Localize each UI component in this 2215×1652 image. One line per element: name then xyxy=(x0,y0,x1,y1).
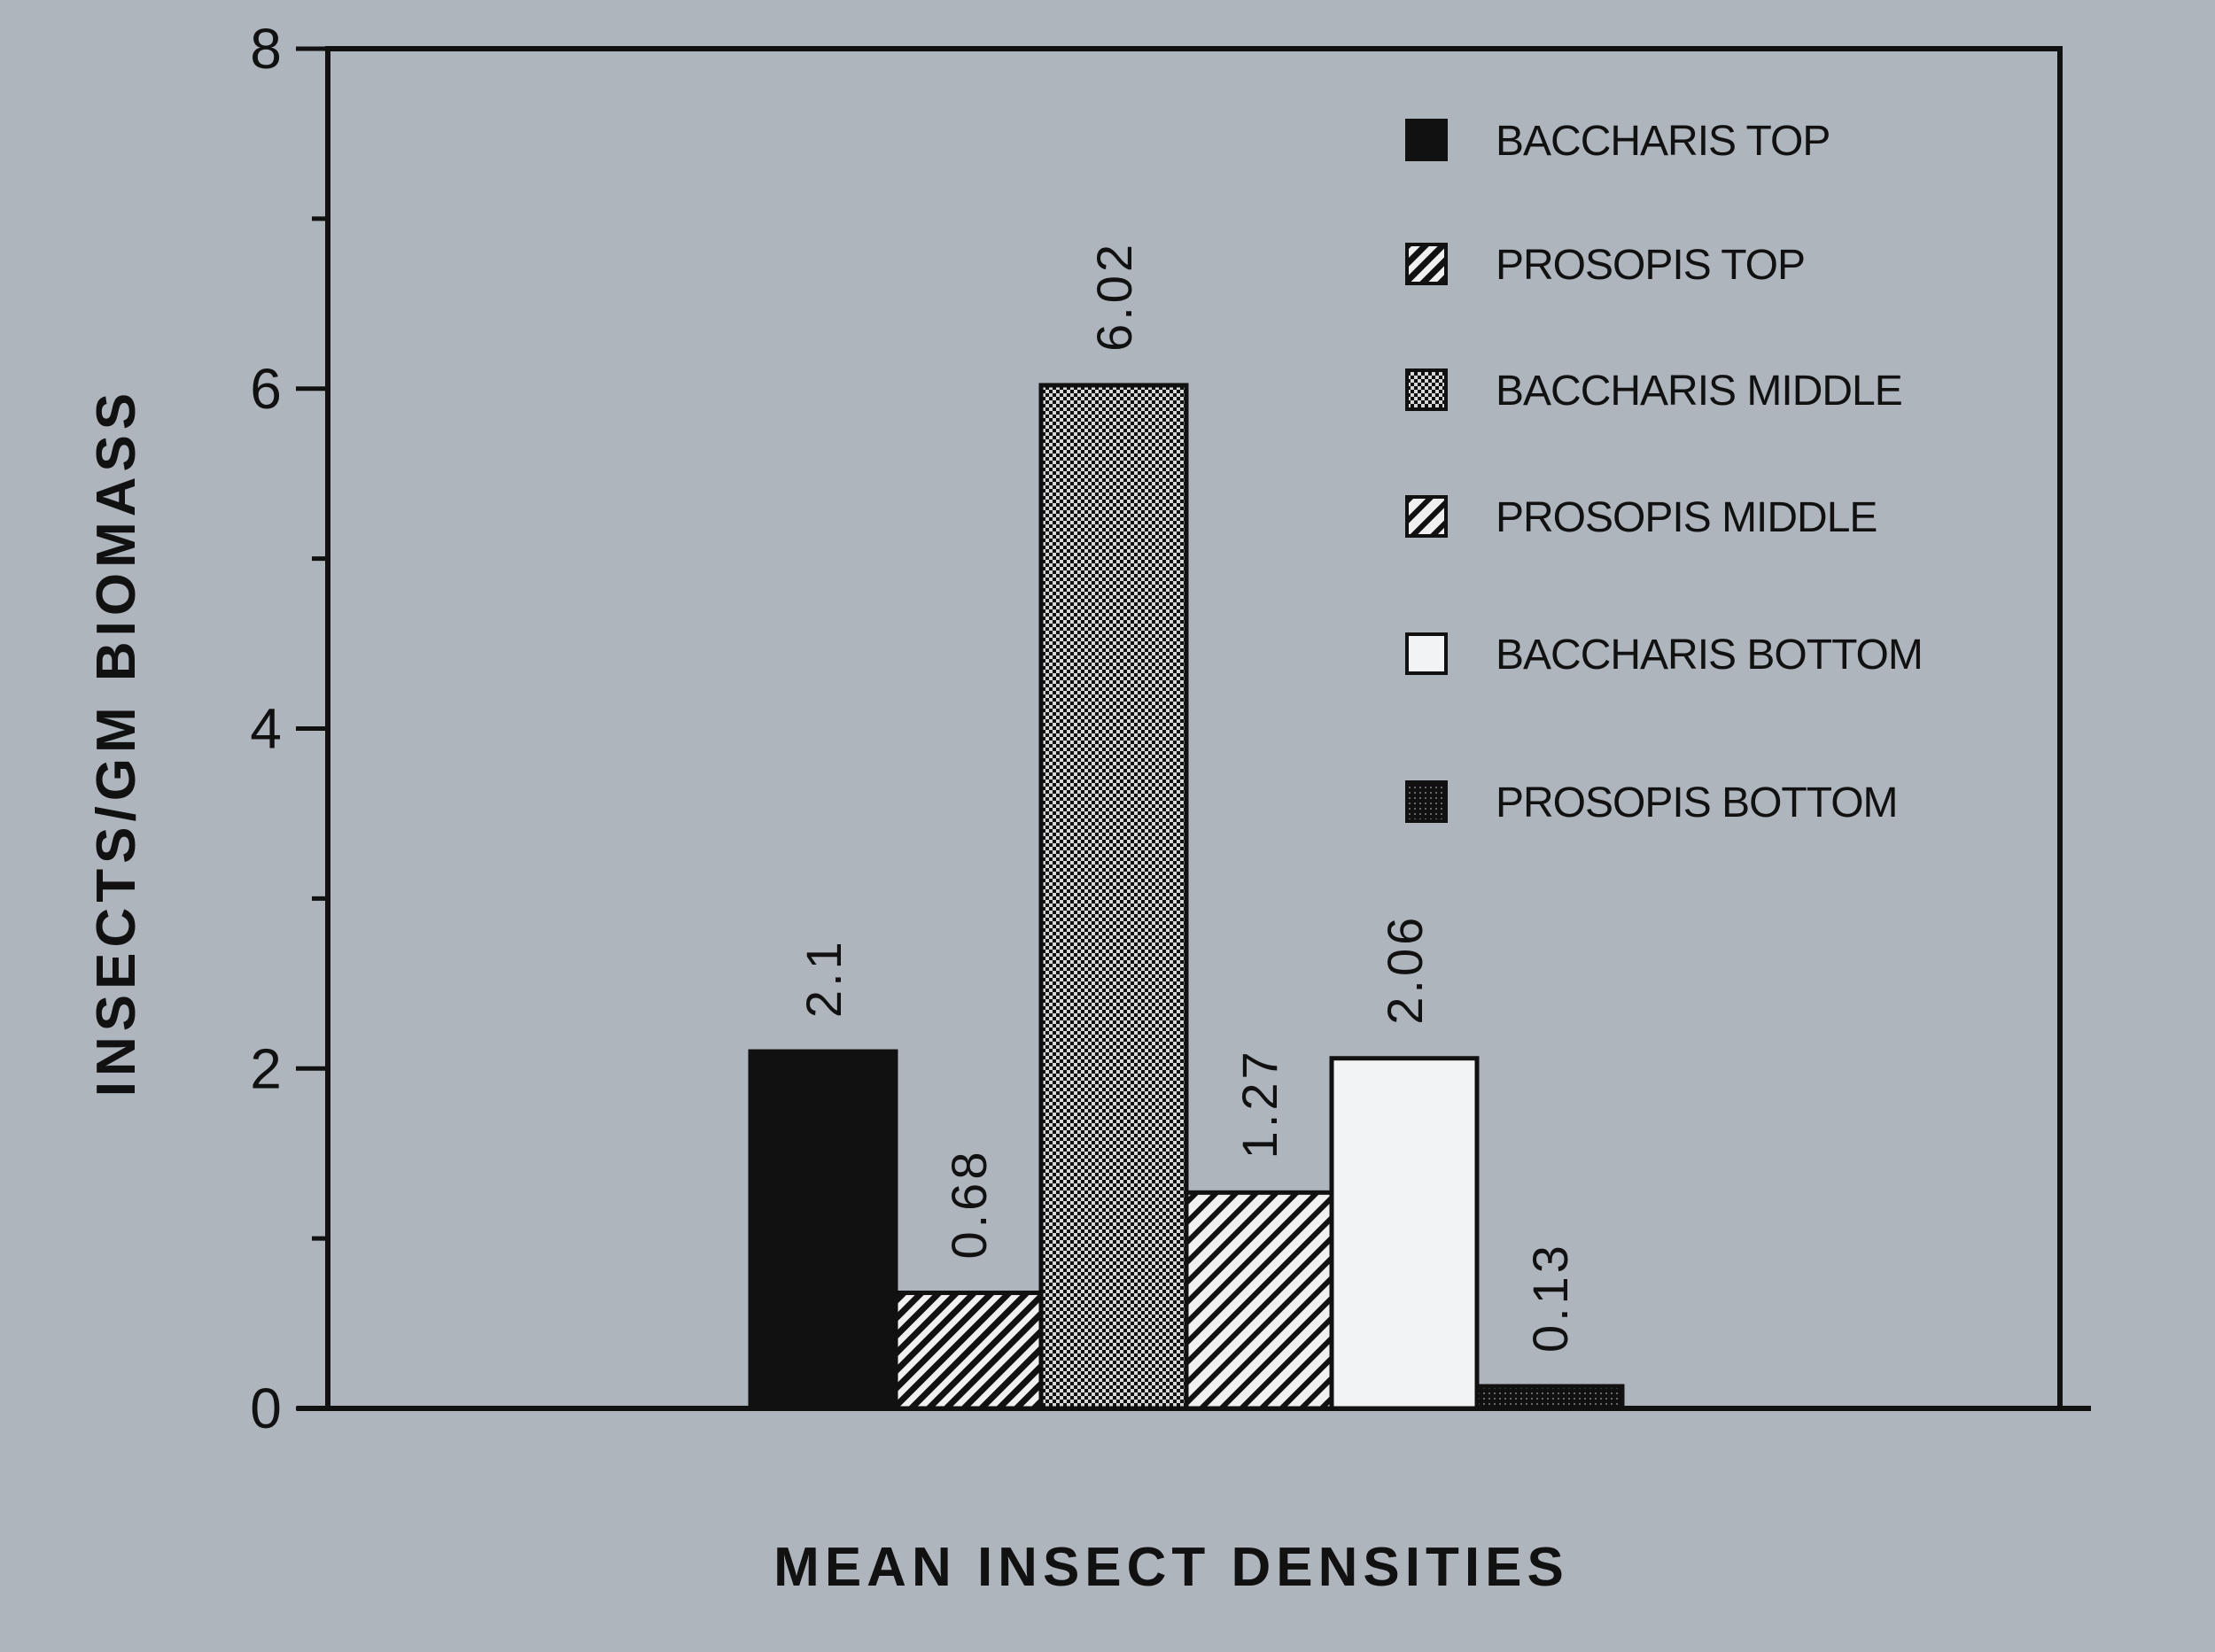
legend-swatch xyxy=(1405,119,1448,161)
legend-entry: PROSOPIS TOP xyxy=(1496,242,1805,289)
bar-data-label: 2.06 xyxy=(1377,914,1433,1025)
bar-prosopis-top xyxy=(893,1291,1044,1411)
x-axis-title: MEAN INSECT DENSITIES xyxy=(773,1537,1569,1598)
bar-data-label: 6.02 xyxy=(1086,241,1142,352)
legend-entry: BACCHARIS MIDDLE xyxy=(1496,368,1902,415)
legend-entry: PROSOPIS MIDDLE xyxy=(1496,494,1877,541)
legend-swatch xyxy=(1405,368,1448,411)
bar-data-label: 0.68 xyxy=(941,1149,997,1260)
bar-baccharis-top xyxy=(748,1049,898,1411)
bar-data-labels: 2.1 0.68 6.02 1.27 2.06 0.13 xyxy=(796,241,1578,1353)
legend-entry: BACCHARIS BOTTOM xyxy=(1496,632,1923,679)
legend-entry: PROSOPIS BOTTOM xyxy=(1496,779,1898,826)
y-tick-label: 2 xyxy=(250,1036,282,1100)
bar-baccharis-bottom xyxy=(1329,1056,1480,1411)
y-tick-label: 6 xyxy=(250,357,282,421)
legend-swatch xyxy=(1405,495,1448,538)
legend-swatch xyxy=(1405,243,1448,285)
bar-prosopis-bottom xyxy=(1474,1384,1625,1411)
bars xyxy=(748,383,1625,1411)
legend: BACCHARIS TOP PROSOPIS TOP BACCHARIS MIDDL… xyxy=(1405,118,1924,826)
y-tick-label: 8 xyxy=(250,17,282,81)
legend-swatch xyxy=(1405,780,1448,823)
y-axis-ticks: 0 2 4 6 8 xyxy=(250,17,328,1440)
bar-data-label: 2.1 xyxy=(796,938,851,1018)
y-axis-title: INSECTS/GM BIOMASS xyxy=(86,388,147,1097)
bar-data-label: 1.27 xyxy=(1232,1048,1287,1159)
bar-prosopis-middle xyxy=(1184,1190,1334,1411)
legend-swatch xyxy=(1405,632,1448,675)
legend-entry: BACCHARIS TOP xyxy=(1496,118,1830,165)
y-tick-label: 0 xyxy=(250,1377,282,1440)
bar-baccharis-middle xyxy=(1038,383,1189,1411)
y-tick-label: 4 xyxy=(250,697,282,761)
bar-data-label: 0.13 xyxy=(1522,1242,1578,1353)
